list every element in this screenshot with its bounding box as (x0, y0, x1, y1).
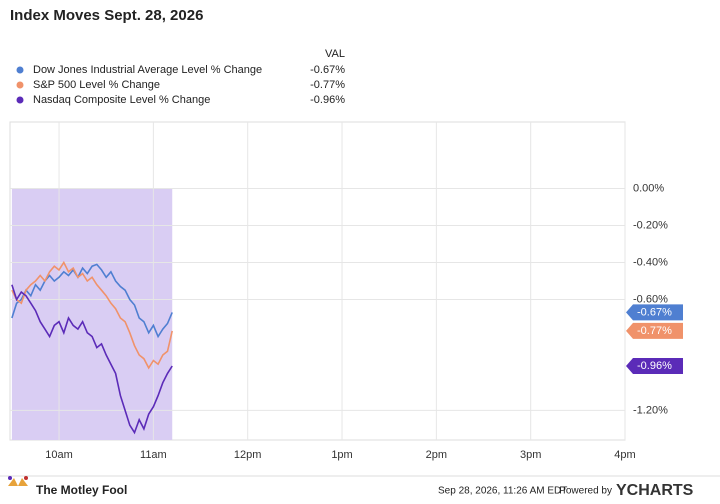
logo-text: The Motley Fool (36, 483, 127, 497)
brand: YCHARTS (616, 482, 694, 499)
x-tick-label: 1pm (331, 449, 352, 461)
x-tick-label: 10am (45, 449, 73, 461)
session-shading (11, 188, 173, 440)
legend-value: -0.77% (310, 79, 345, 91)
value-tag-label: -0.77% (637, 325, 672, 337)
legend-value: -0.96% (310, 94, 345, 106)
y-tick-label: -0.20% (633, 219, 668, 231)
legend-marker (16, 66, 24, 74)
x-tick-label: 12pm (234, 449, 262, 461)
legend-marker (16, 81, 24, 89)
y-tick-label: -0.60% (633, 293, 668, 305)
legend-value: -0.67% (310, 64, 345, 76)
y-tick-label: -0.40% (633, 256, 668, 268)
series-line (11, 284, 173, 435)
legend-label: Dow Jones Industrial Average Level % Cha… (33, 64, 262, 76)
legend-label: Nasdaq Composite Level % Change (33, 94, 210, 106)
logo-icon (8, 476, 28, 486)
y-tick-label: 0.00% (633, 182, 664, 194)
value-tag (626, 304, 683, 321)
value-tag (626, 358, 683, 375)
x-tick-label: 2pm (426, 449, 447, 461)
timestamp: Sep 28, 2026, 11:26 AM EDT (438, 486, 567, 497)
y-tick-label: -1.20% (633, 404, 668, 416)
powered-by: Powered by (559, 486, 612, 497)
x-tick-label: 11am (140, 449, 167, 461)
series-line (11, 260, 173, 370)
chart-title: Index Moves Sept. 28, 2026 (10, 7, 203, 24)
value-tag-label: -0.67% (637, 306, 672, 318)
legend-label: S&P 500 Level % Change (33, 79, 160, 91)
value-tag (626, 322, 683, 339)
x-tick-label: 3pm (520, 449, 541, 461)
value-tag-label: -0.96% (637, 360, 672, 372)
x-tick-label: 4pm (614, 449, 635, 461)
legend-header: VAL (325, 48, 345, 60)
series-line (11, 263, 173, 339)
legend-marker (16, 96, 24, 104)
